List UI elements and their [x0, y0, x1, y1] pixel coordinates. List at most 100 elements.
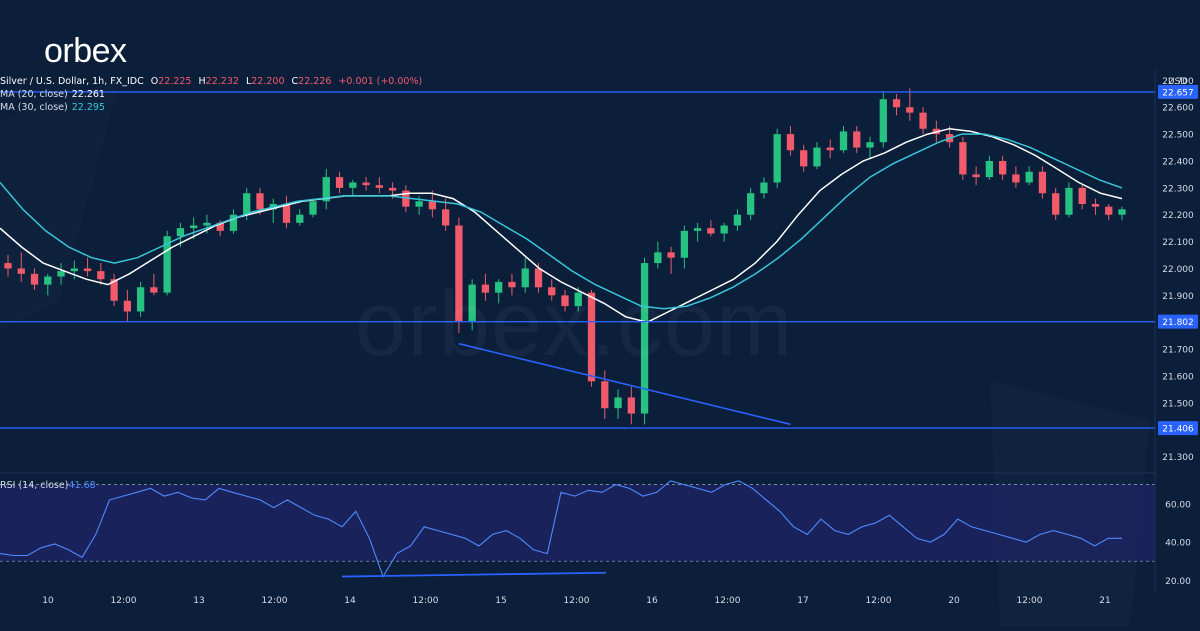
candle-body	[574, 292, 582, 307]
candle-body	[1078, 187, 1086, 204]
level-tag	[1158, 421, 1198, 436]
candle-body	[813, 147, 821, 167]
candle-body	[508, 281, 516, 288]
candle-body	[481, 284, 490, 293]
x-tick-label: 12:00	[715, 596, 741, 606]
candle-body	[256, 193, 264, 210]
open-label: O	[150, 76, 159, 87]
candle-body	[229, 214, 238, 231]
x-tick-label: 12:00	[262, 596, 288, 606]
candle-body	[415, 201, 423, 207]
candle-body	[216, 222, 224, 231]
candle-body	[136, 287, 145, 312]
price-tick-label: 22.200	[1162, 211, 1194, 221]
candle-body	[17, 268, 25, 274]
price-tick-label: 22.000	[1162, 265, 1194, 275]
candle-body	[667, 252, 675, 258]
x-tick-label: 12:00	[111, 596, 137, 606]
candle-body	[906, 107, 914, 113]
candle-body	[601, 381, 609, 409]
x-tick-label: 13	[193, 596, 204, 606]
candle-body	[441, 209, 450, 226]
candle-body	[388, 187, 397, 191]
price-tick-label: 21.700	[1162, 346, 1194, 356]
candle-body	[747, 193, 755, 215]
candle-body	[309, 201, 317, 215]
candle-body	[640, 263, 649, 414]
candle-body	[866, 142, 874, 148]
candle-body	[1065, 187, 1073, 215]
candle-body	[455, 225, 463, 323]
candle-body	[959, 142, 967, 175]
open-value: 22.225	[158, 76, 192, 87]
rsi-tick-label: 20.00	[1165, 577, 1191, 587]
candle-body	[853, 131, 861, 148]
ma30-legend: MA (30, close) 22.295	[0, 102, 105, 113]
price-tick-label: 22.700	[1162, 77, 1194, 87]
x-tick-label: 12:00	[413, 596, 439, 606]
currency-label: USD	[1168, 77, 1188, 87]
change-value: +0.001 (+0.00%)	[338, 76, 423, 87]
candle-body	[123, 300, 132, 312]
rsi-trendline	[341, 571, 607, 578]
close-value: 22.226	[298, 76, 332, 87]
candle-body	[800, 150, 808, 167]
candle-body	[627, 397, 635, 414]
candle-body	[322, 177, 330, 202]
candle-body	[203, 222, 211, 226]
level-label: 21.802	[1162, 318, 1194, 328]
candle-body	[243, 193, 251, 215]
level-tag	[1158, 314, 1198, 329]
watermark: orbex.com	[355, 272, 794, 377]
candle-body	[375, 185, 383, 188]
candle-body	[70, 268, 78, 272]
candle-body	[892, 99, 901, 108]
candle-body	[614, 397, 622, 409]
candle-body	[587, 292, 596, 382]
x-tick-label: 12:00	[1017, 596, 1043, 606]
x-tick-label: 14	[344, 596, 356, 606]
candle-body	[680, 230, 689, 258]
candle-body	[296, 214, 304, 223]
candle-body	[335, 177, 344, 188]
candle-body	[693, 228, 702, 231]
ma20-legend: MA (20, close) 22.261	[0, 89, 105, 100]
bg-shape	[0, 80, 120, 330]
level-label: 21.406	[1162, 425, 1194, 435]
x-tick-label: 21	[1099, 596, 1110, 606]
price-tick-label: 21.300	[1162, 453, 1194, 463]
candle-body	[1105, 206, 1113, 215]
candle-body	[879, 99, 887, 143]
price-tick-label: 21.500	[1162, 399, 1194, 409]
ma30-value: 22.295	[71, 102, 105, 113]
candle-body	[97, 271, 105, 280]
low-label: L	[245, 76, 252, 87]
ma30-line	[0, 133, 1123, 310]
candle-body	[773, 134, 781, 183]
price-tick-label: 22.600	[1162, 104, 1194, 114]
price-tick-label: 22.400	[1162, 157, 1194, 167]
rsi-band	[0, 484, 1155, 562]
candle-body	[760, 182, 768, 194]
candle-body	[110, 279, 118, 301]
candle-body	[495, 281, 503, 293]
price-tick-label: 21.900	[1162, 292, 1194, 302]
rsi-legend: RSI (14, close)41.68	[0, 480, 96, 491]
candle-body	[349, 182, 357, 188]
x-tick-label: 17	[797, 596, 808, 606]
candle-body	[521, 268, 529, 288]
candle-body	[57, 271, 65, 277]
candle-body	[534, 268, 543, 288]
candle-body	[826, 147, 834, 151]
candle-body	[1052, 193, 1060, 215]
price-tick-label: 22.300	[1162, 184, 1194, 194]
symbol-legend: Silver / U.S. Dollar, 1h, FX_IDC O22.225…	[0, 76, 422, 87]
candle-body	[176, 228, 185, 237]
x-tick-label: 15	[495, 596, 506, 606]
x-tick-label: 16	[646, 596, 658, 606]
symbol-name: Silver / U.S. Dollar, 1h, FX_IDC	[0, 76, 144, 87]
ma20-line	[0, 127, 1123, 323]
level-tag	[1158, 84, 1198, 99]
